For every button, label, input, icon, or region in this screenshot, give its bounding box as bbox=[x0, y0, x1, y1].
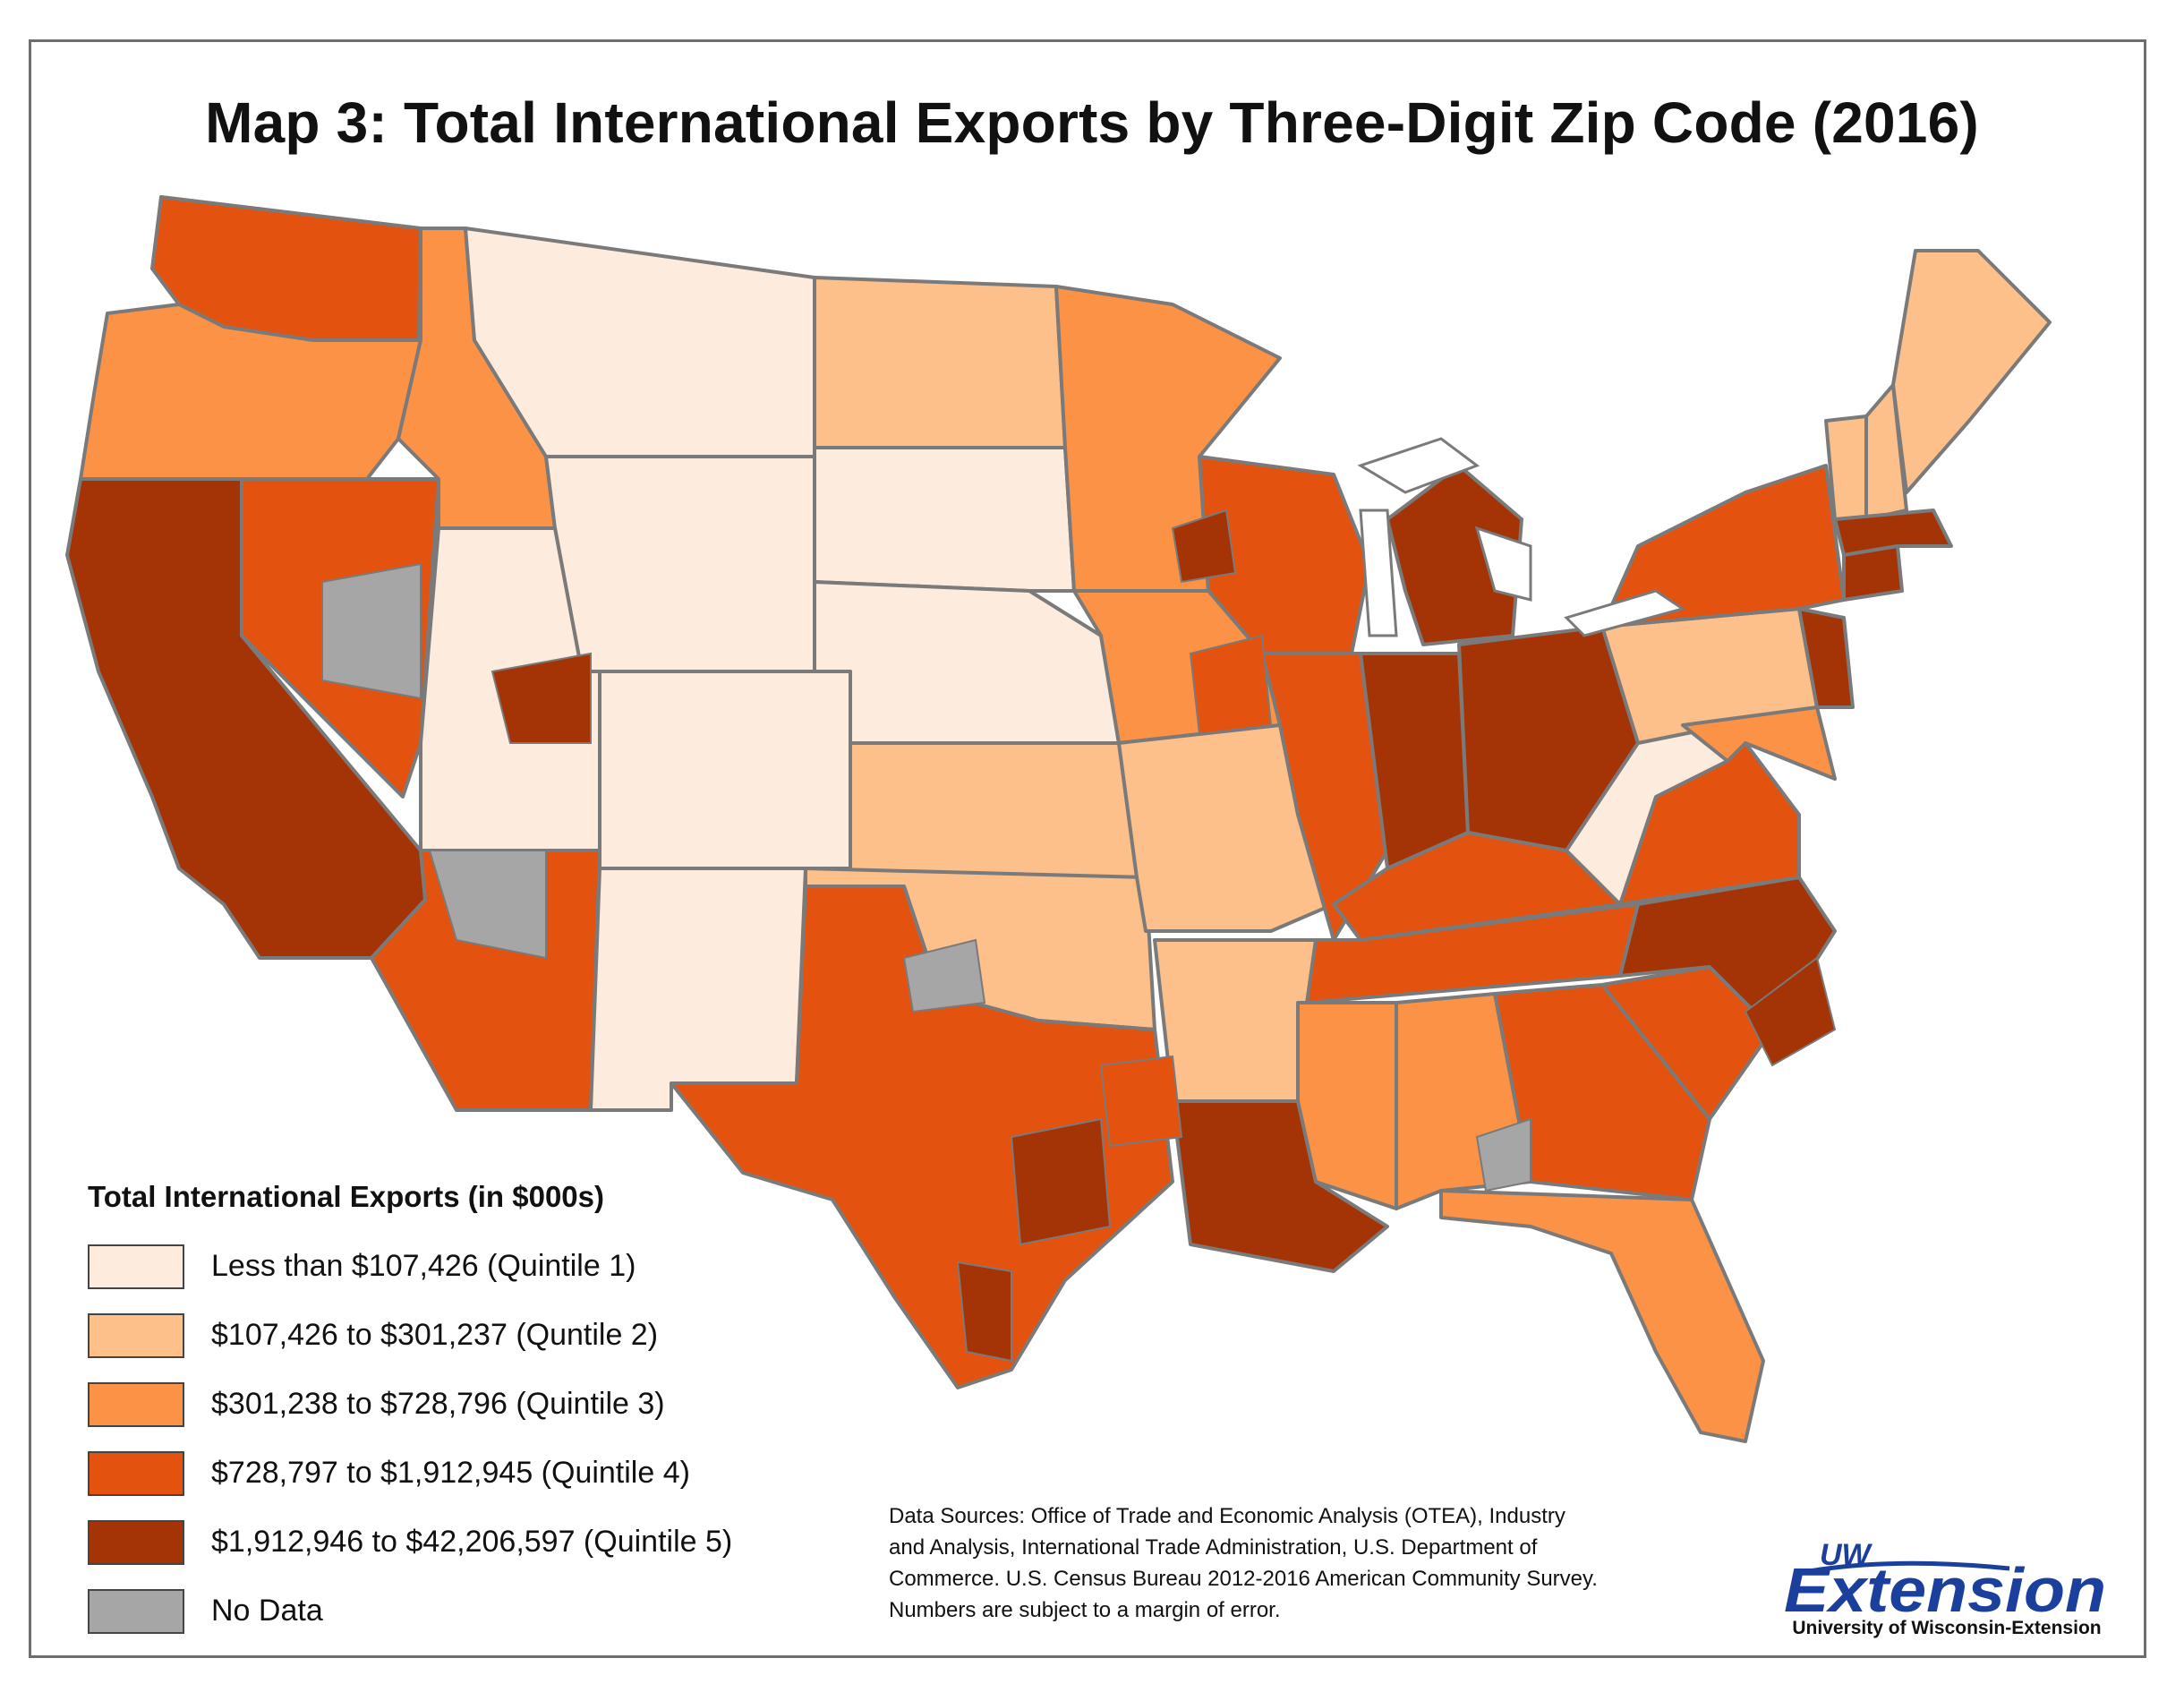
lake-4 bbox=[1564, 589, 1686, 637]
legend-item-quintile-4: $728,797 to $1,912,945 (Quintile 4) bbox=[88, 1439, 732, 1508]
zip-region-patch bbox=[321, 562, 422, 700]
legend-item-quintile-5: $1,912,946 to $42,206,597 (Quintile 5) bbox=[88, 1508, 732, 1577]
legend-item-quintile-1: Less than $107,426 (Quintile 1) bbox=[88, 1232, 732, 1301]
legend-label: Less than $107,426 (Quintile 1) bbox=[211, 1249, 636, 1283]
lake-2 bbox=[1359, 509, 1398, 637]
legend-swatch bbox=[88, 1519, 184, 1565]
uw-extension-logo: UW Extension bbox=[1784, 1538, 2106, 1625]
state-connecticut bbox=[1842, 544, 1904, 602]
legend-label: $107,426 to $301,237 (Quntile 2) bbox=[211, 1318, 659, 1352]
state-nebraska bbox=[813, 580, 1121, 745]
sources-line: Commerce. U.S. Census Bureau 2012-2016 A… bbox=[889, 1567, 1598, 1591]
state-south-dakota bbox=[813, 446, 1076, 593]
legend-swatch bbox=[88, 1588, 184, 1634]
state-maryland bbox=[1681, 705, 1837, 781]
zip-region-patch bbox=[1189, 634, 1273, 736]
logo-subtitle: University of Wisconsin-Extension bbox=[1792, 1618, 2102, 1638]
map-title: Map 3: Total International Exports by Th… bbox=[205, 90, 1979, 155]
state-colorado bbox=[598, 670, 852, 870]
legend-swatch bbox=[88, 1312, 184, 1358]
state-texas bbox=[670, 885, 1174, 1389]
sources-line: and Analysis, International Trade Admini… bbox=[889, 1535, 1538, 1560]
state-new-mexico bbox=[589, 867, 807, 1112]
state-new-jersey bbox=[1797, 607, 1855, 709]
zip-region-patch bbox=[956, 1261, 1012, 1363]
legend-label: $1,912,946 to $42,206,597 (Quintile 5) bbox=[211, 1525, 733, 1559]
legend-swatch bbox=[88, 1381, 184, 1427]
state-vermont bbox=[1824, 415, 1868, 521]
legend-label: $301,238 to $728,796 (Quintile 3) bbox=[211, 1387, 665, 1421]
state-wyoming bbox=[544, 455, 816, 673]
sources-line: Data Sources: Office of Trade and Econom… bbox=[889, 1504, 1565, 1528]
lake-3 bbox=[1474, 526, 1532, 602]
legend-item-quintile-2: $107,426 to $301,237 (Quntile 2) bbox=[88, 1301, 732, 1370]
state-kansas bbox=[849, 741, 1139, 879]
legend-item-quintile-3: $301,238 to $728,796 (Quintile 3) bbox=[88, 1370, 732, 1439]
legend-label: No Data bbox=[211, 1594, 323, 1628]
legend-swatch bbox=[88, 1450, 184, 1496]
legend-label: $728,797 to $1,912,945 (Quintile 4) bbox=[211, 1456, 690, 1490]
legend-item-no-data: No Data bbox=[88, 1577, 732, 1645]
regions-layer bbox=[65, 195, 2052, 1443]
zip-region-patch bbox=[1475, 1117, 1531, 1192]
us-choropleth-map bbox=[65, 195, 2052, 1443]
state-mississippi bbox=[1296, 1001, 1398, 1210]
zip-region-patch bbox=[1744, 956, 1837, 1067]
zip-region-patch bbox=[1171, 509, 1237, 584]
state-arkansas bbox=[1153, 938, 1318, 1103]
sources-line: Numbers are subject to a margin of error… bbox=[889, 1598, 1281, 1622]
zip-region-patch bbox=[428, 850, 547, 960]
detail-layer bbox=[321, 437, 1837, 1363]
lake-1 bbox=[1357, 437, 1480, 494]
state-maine bbox=[1891, 249, 2052, 494]
legend: Total International Exports (in $000s) L… bbox=[88, 1180, 732, 1645]
state-florida bbox=[1439, 1189, 1765, 1443]
zip-region-patch bbox=[902, 938, 986, 1013]
zip-region-patch bbox=[491, 652, 592, 744]
zip-region-patch bbox=[1010, 1117, 1112, 1246]
state-north-dakota bbox=[813, 276, 1067, 449]
zip-region-patch bbox=[1099, 1055, 1183, 1148]
legend-swatch bbox=[88, 1244, 184, 1289]
data-sources-note: Data Sources: Office of Trade and Econom… bbox=[889, 1500, 1748, 1626]
logo-swoosh bbox=[1794, 1560, 2010, 1577]
state-massachusetts bbox=[1833, 509, 1953, 557]
legend-title: Total International Exports (in $000s) bbox=[88, 1180, 605, 1213]
